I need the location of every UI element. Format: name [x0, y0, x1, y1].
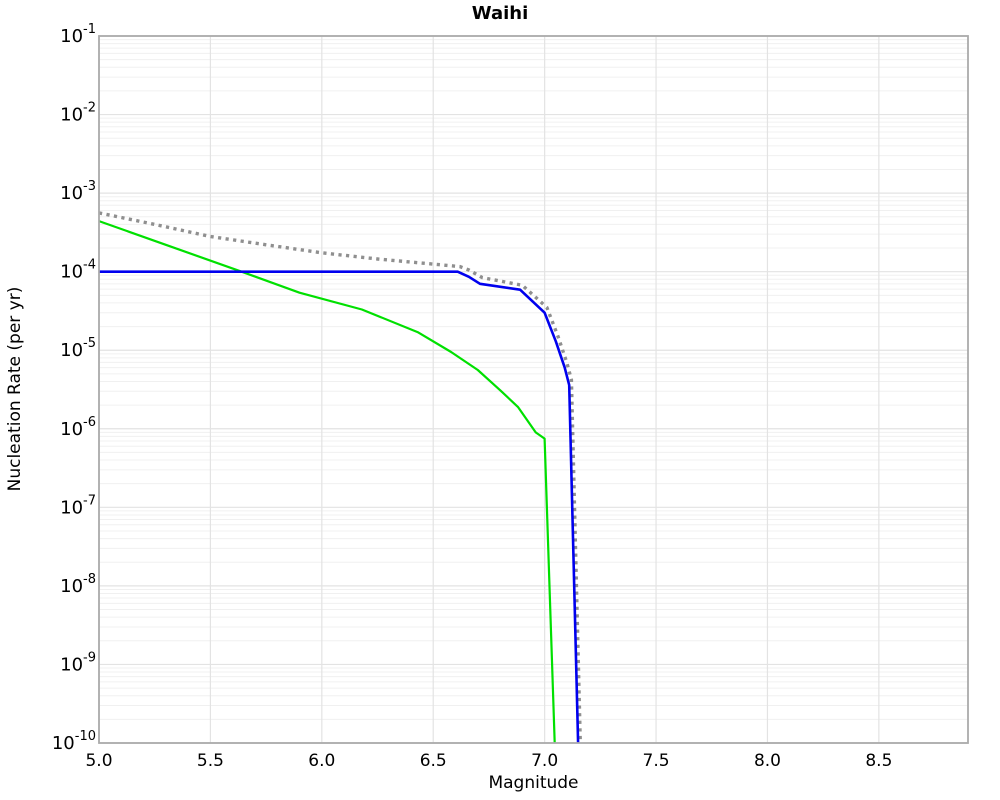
y-tick-label: 10-5 — [60, 336, 96, 361]
x-tick-label: 8.0 — [754, 751, 781, 771]
y-tick-label: 10-6 — [60, 415, 96, 440]
y-tick-label: 10-9 — [60, 650, 96, 675]
series-gray-dotted-rate — [98, 211, 582, 744]
series-blue-solid-rate — [99, 270, 580, 744]
y-axis-label: Nucleation Rate (per yr) — [5, 286, 25, 492]
y-tick-label: 10-10 — [52, 729, 96, 754]
x-tick-label: 5.5 — [197, 751, 224, 771]
y-tick-label: 10-7 — [60, 493, 96, 518]
x-tick-label: 7.5 — [643, 751, 670, 771]
x-tick-label: 5.0 — [85, 751, 112, 771]
plot-border — [98, 35, 969, 744]
y-tick-label: 10-1 — [60, 22, 96, 47]
y-tick-label: 10-8 — [60, 572, 96, 597]
x-axis-label: Magnitude — [488, 773, 579, 793]
x-tick-label: 7.0 — [531, 751, 558, 771]
x-tick-label: 6.0 — [308, 751, 335, 771]
chart-title: Waihi — [471, 3, 529, 24]
x-tick-label: 8.5 — [865, 751, 892, 771]
y-tick-label: 10-3 — [60, 179, 96, 204]
y-tick-label: 10-4 — [60, 258, 96, 283]
y-tick-label: 10-2 — [60, 101, 96, 126]
x-tick-label: 6.5 — [420, 751, 447, 771]
